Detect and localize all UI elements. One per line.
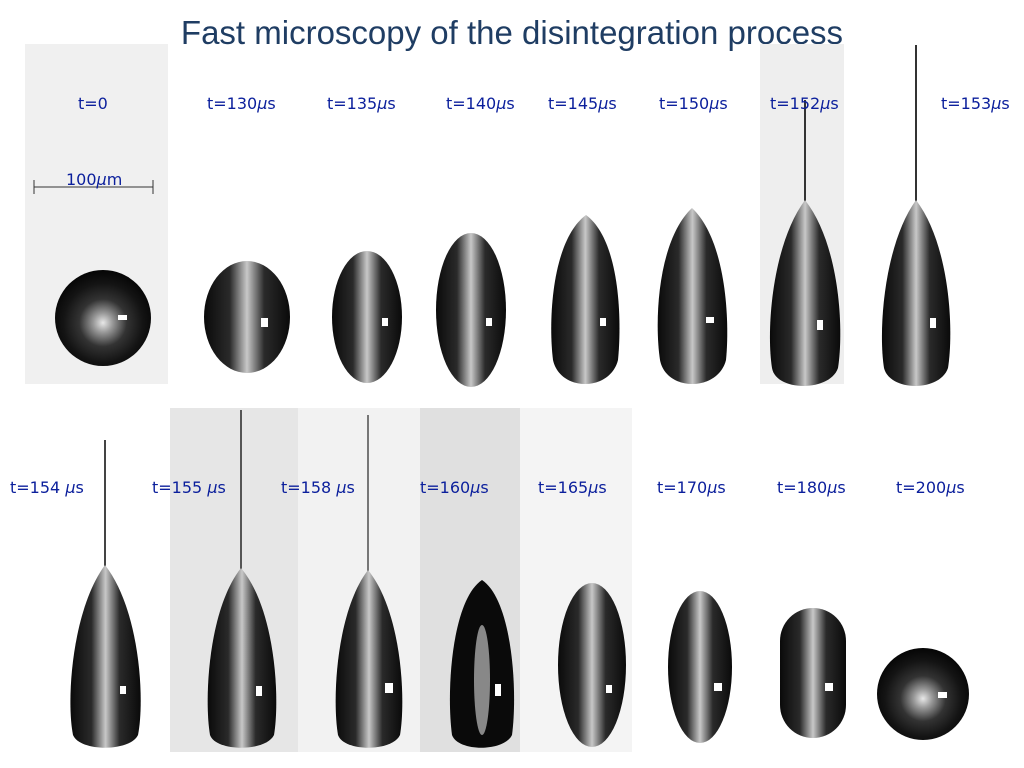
time-label-row1-4: t=145µs bbox=[548, 94, 617, 113]
time-label-row1-2: t=135µs bbox=[327, 94, 396, 113]
time-label-row2-1: t=155 µs bbox=[152, 478, 226, 497]
scale-bar bbox=[33, 180, 154, 194]
drop-highlights bbox=[118, 315, 947, 698]
time-label-row1-3: t=140µs bbox=[446, 94, 515, 113]
time-label-row2-6: t=180µs bbox=[777, 478, 846, 497]
time-label-row2-2: t=158 µs bbox=[281, 478, 355, 497]
time-label-row1-6: t=152µs bbox=[770, 94, 839, 113]
time-label-row2-3: t=160µs bbox=[420, 478, 489, 497]
row1-drops bbox=[55, 45, 951, 387]
time-label-row1-7: t=153µs bbox=[941, 94, 1010, 113]
time-label-row1-5: t=150µs bbox=[659, 94, 728, 113]
scale-bar-value: 100 bbox=[66, 170, 97, 189]
time-label-row2-5: t=170µs bbox=[657, 478, 726, 497]
slide-title: Fast microscopy of the disintegration pr… bbox=[180, 14, 844, 51]
row2-drops bbox=[70, 410, 969, 748]
time-label-row2-0: t=154 µs bbox=[10, 478, 84, 497]
time-label-row1-0: t=0 bbox=[78, 94, 108, 113]
scale-bar-label: 100µm bbox=[66, 170, 123, 189]
time-label-row2-7: t=200µs bbox=[896, 478, 965, 497]
time-label-row2-4: t=165µs bbox=[538, 478, 607, 497]
scale-bar-unit: m bbox=[106, 170, 123, 189]
time-label-row1-1: t=130µs bbox=[207, 94, 276, 113]
